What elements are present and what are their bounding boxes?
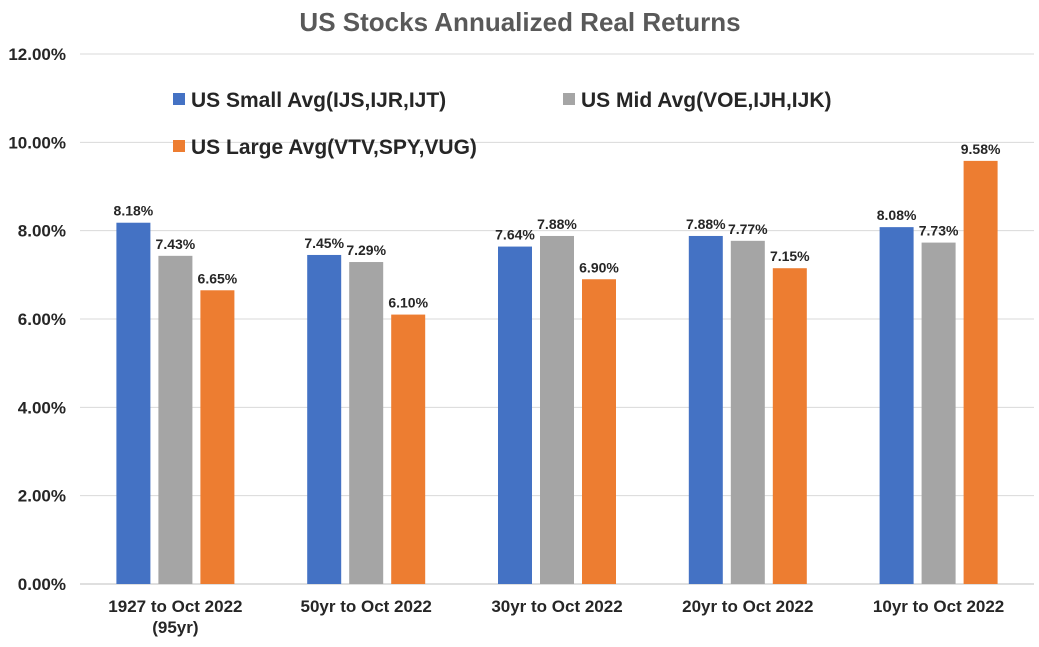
y-tick-label: 0.00% [18,575,66,594]
bar-value-label: 7.29% [346,242,386,258]
legend-swatch [563,93,575,105]
bar [582,279,616,584]
bar-value-label: 6.90% [579,259,619,275]
bar [158,255,193,584]
x-axis-ticks: 1927 to Oct 2022 (95yr) 50yr to Oct 2022 30… [108,597,1004,637]
bar [200,290,235,584]
bar [540,235,574,584]
bar-value-label: 8.18% [114,203,154,219]
y-tick-label: 4.00% [18,398,66,417]
legend-swatch [173,140,185,152]
y-tick-label: 2.00% [18,487,66,506]
legend-label: US Large Avg(VTV,SPY,VUG) [191,136,477,159]
x-tick-label: (95yr) [152,618,198,637]
bar [921,242,956,584]
bar-value-label: 9.58% [961,141,1001,157]
bar-value-label: 7.43% [156,236,196,252]
bar-value-label: 7.45% [304,235,344,251]
bar [688,235,723,584]
chart-title: US Stocks Annualized Real Returns [299,7,740,37]
bar [879,227,914,584]
bar [772,268,807,584]
y-tick-label: 12.00% [8,45,66,64]
bar [498,246,532,585]
bar-value-label: 7.88% [537,216,577,232]
bar-value-label: 8.08% [877,207,917,223]
x-tick-label: 20yr to Oct 2022 [682,597,813,616]
bar-value-label: 7.64% [495,227,535,243]
y-axis-ticks: 0.00% 2.00% 4.00% 6.00% 8.00% 10.00% 12.00% [8,45,66,594]
bar [349,262,384,584]
y-tick-label: 6.00% [18,310,66,329]
bar-value-label: 7.88% [686,216,726,232]
bar-value-label: 7.77% [728,221,768,237]
y-tick-label: 8.00% [18,222,66,241]
x-tick-label: 10yr to Oct 2022 [873,597,1004,616]
bar [307,254,342,585]
bar [116,222,151,584]
legend-label: US Small Avg(IJS,IJR,IJT) [191,89,446,112]
bar-value-label: 7.73% [919,223,959,239]
legend-label: US Mid Avg(VOE,IJH,IJK) [581,89,831,112]
y-tick-label: 10.00% [8,133,66,152]
bars [116,160,998,585]
x-tick-label: 50yr to Oct 2022 [301,597,432,616]
data-labels: 8.18%7.45%7.64%7.88%8.08%7.43% 7.29%7.88%… [114,141,1001,311]
legend: US Small Avg(IJS,IJR,IJT) US Mid Avg(VOE,… [173,89,831,159]
bar [963,160,998,584]
legend-swatch [173,93,185,105]
bar [391,314,426,584]
x-tick-label: 30yr to Oct 2022 [491,597,622,616]
x-tick-label: 1927 to Oct 2022 [108,597,242,616]
bar-value-label: 7.15% [770,248,810,264]
bar-value-label: 6.10% [388,295,428,311]
bar [730,240,765,584]
bar-value-label: 6.65% [198,270,238,286]
